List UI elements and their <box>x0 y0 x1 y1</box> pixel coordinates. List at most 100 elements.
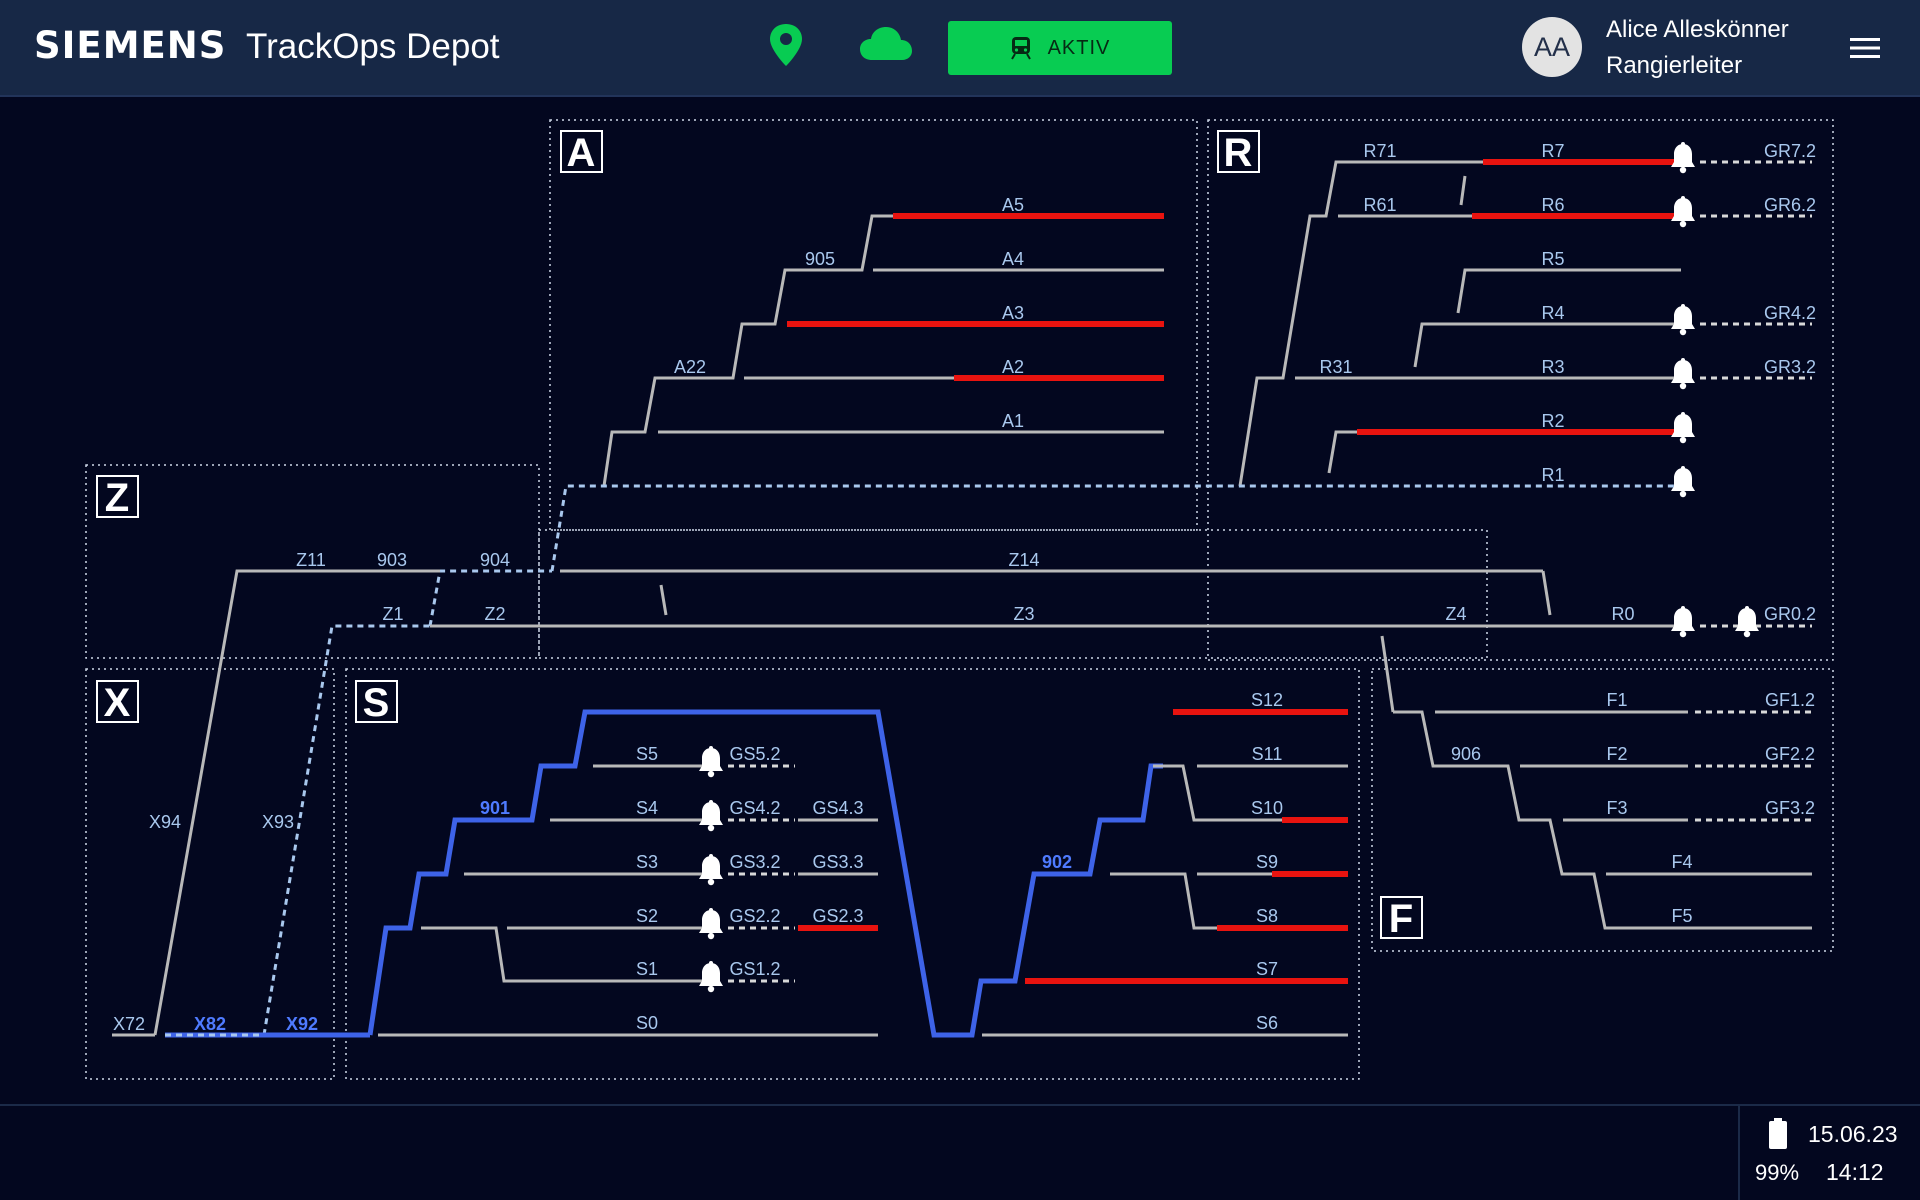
track-label-r0: R0 <box>1611 604 1634 624</box>
track-label-r1: R1 <box>1541 465 1564 485</box>
switch-label-906: 906 <box>1451 744 1481 764</box>
svg-text:F: F <box>1389 897 1413 941</box>
zone-outlines <box>85 119 1834 1080</box>
switch-label-902: 902 <box>1042 852 1072 872</box>
track-label-s7: S7 <box>1256 959 1278 979</box>
svg-text:Z: Z <box>105 476 129 520</box>
track-label-z1: Z1 <box>382 604 403 624</box>
track-label-f2: F2 <box>1606 744 1627 764</box>
bell-icon-s2[interactable] <box>699 908 723 940</box>
track-label-s4: S4 <box>636 798 658 818</box>
svg-text:S: S <box>363 681 390 725</box>
zone-r-tracks <box>1238 159 1812 487</box>
switch-label-r61: R61 <box>1363 195 1396 215</box>
track-label-s0: S0 <box>636 1013 658 1033</box>
signal-label-gr02: GR0.2 <box>1764 604 1816 624</box>
cloud-icon[interactable] <box>858 24 914 64</box>
bell-icon-s4[interactable] <box>699 800 723 832</box>
zone-label-s: S <box>355 680 398 725</box>
track-label-s9: S9 <box>1256 852 1278 872</box>
signal-label-gs32: GS3.2 <box>729 852 780 872</box>
app-title: TrackOps Depot <box>246 27 500 66</box>
track-label-r2: R2 <box>1541 411 1564 431</box>
bell-icon-r1[interactable] <box>1671 466 1695 498</box>
track-plan: A R Z X S F A5 A4 A3 A2 A1 A22 905 <box>85 119 1834 1080</box>
status-label: AKTIV <box>1047 36 1111 59</box>
track-label-r3: R3 <box>1541 357 1564 377</box>
user-name: Alice Alleskönner <box>1606 16 1789 43</box>
location-pin-icon[interactable] <box>766 22 806 68</box>
avatar[interactable]: AA <box>1522 17 1582 77</box>
signal-label-gs22: GS2.2 <box>729 906 780 926</box>
bell-icon-r4[interactable] <box>1671 304 1695 336</box>
track-label-r6: R6 <box>1541 195 1564 215</box>
bell-icon-s1[interactable] <box>699 961 723 993</box>
track-label-z3: Z3 <box>1013 604 1034 624</box>
svg-text:A: A <box>567 131 596 175</box>
track-label-z4: Z4 <box>1445 604 1466 624</box>
hamburger-menu-icon[interactable] <box>1850 36 1880 60</box>
track-label-a3: A3 <box>1002 303 1024 323</box>
switch-label-r31: R31 <box>1319 357 1352 377</box>
battery-icon <box>1769 1118 1787 1149</box>
signal-label-gs42: GS4.2 <box>729 798 780 818</box>
user-role: Rangierleiter <box>1606 52 1743 79</box>
svg-text:R: R <box>1224 131 1253 175</box>
top-bar: SIEMENS TrackOps Depot AKTIV AA Alice Al… <box>0 0 1920 97</box>
switch-label-903: 903 <box>377 550 407 570</box>
signal-label-gr72: GR7.2 <box>1764 141 1816 161</box>
zone-label-a: A <box>560 130 603 175</box>
zone-label-r: R <box>1217 130 1260 175</box>
zone-label-f: F <box>1380 896 1423 941</box>
switch-label-905: 905 <box>805 249 835 269</box>
status-active-button[interactable]: AKTIV <box>948 21 1172 75</box>
track-label-x93: X93 <box>262 812 294 832</box>
signal-label-gs12: GS1.2 <box>729 959 780 979</box>
track-label-s11: S11 <box>1252 744 1283 764</box>
signal-label-gs33: GS3.3 <box>812 852 863 872</box>
zone-z-tracks <box>153 569 1812 1036</box>
track-label-f1: F1 <box>1606 690 1627 710</box>
track-label-r4: R4 <box>1541 303 1564 323</box>
zone-label-z: Z <box>96 475 139 520</box>
track-label-a4: A4 <box>1002 249 1024 269</box>
signal-label-gr62: GR6.2 <box>1764 195 1816 215</box>
track-label-f3: F3 <box>1606 798 1627 818</box>
track-label-z14: Z14 <box>1008 550 1039 570</box>
signal-label-gs23: GS2.3 <box>812 906 863 926</box>
bell-icon-r3[interactable] <box>1671 358 1695 390</box>
bell-icon-r6[interactable] <box>1671 196 1695 228</box>
zone-a-tracks <box>602 213 1164 487</box>
track-label-s5: S5 <box>636 744 658 764</box>
bell-icon-r2[interactable] <box>1671 412 1695 444</box>
track-label-a2: A2 <box>1002 357 1024 377</box>
zone-f-tracks <box>1393 710 1812 930</box>
track-label-z2: Z2 <box>484 604 505 624</box>
switch-label-r71: R71 <box>1363 141 1396 161</box>
track-label-s10: S10 <box>1251 798 1283 818</box>
switch-label-901: 901 <box>480 798 510 818</box>
bell-icon-s5[interactable] <box>699 746 723 778</box>
track-label-r5: R5 <box>1541 249 1564 269</box>
brand-logo: SIEMENS <box>34 24 227 67</box>
zone-s-tracks <box>367 709 1348 1038</box>
signal-label-gr32: GR3.2 <box>1764 357 1816 377</box>
track-label-s12: S12 <box>1251 690 1283 710</box>
track-label-a1: A1 <box>1002 411 1024 431</box>
bell-icon-r7[interactable] <box>1671 142 1695 174</box>
switch-label-a22: A22 <box>674 357 706 377</box>
signal-label-gr42: GR4.2 <box>1764 303 1816 323</box>
signal-label-gs43: GS4.3 <box>812 798 863 818</box>
track-label-z11: Z11 <box>296 550 326 570</box>
footer-date: 15.06.23 <box>1808 1121 1898 1147</box>
track-label-x94: X94 <box>149 812 181 832</box>
svg-text:X: X <box>104 681 131 725</box>
bell-icon-r0[interactable] <box>1671 606 1695 638</box>
bell-icon-s3[interactable] <box>699 854 723 886</box>
track-label-s2: S2 <box>636 906 658 926</box>
signal-label-gs52: GS5.2 <box>729 744 780 764</box>
footer-separator <box>1738 1106 1740 1200</box>
track-label-x82: X82 <box>194 1014 226 1034</box>
bell-icon-gr02[interactable] <box>1735 606 1759 638</box>
track-label-x92: X92 <box>286 1014 318 1034</box>
